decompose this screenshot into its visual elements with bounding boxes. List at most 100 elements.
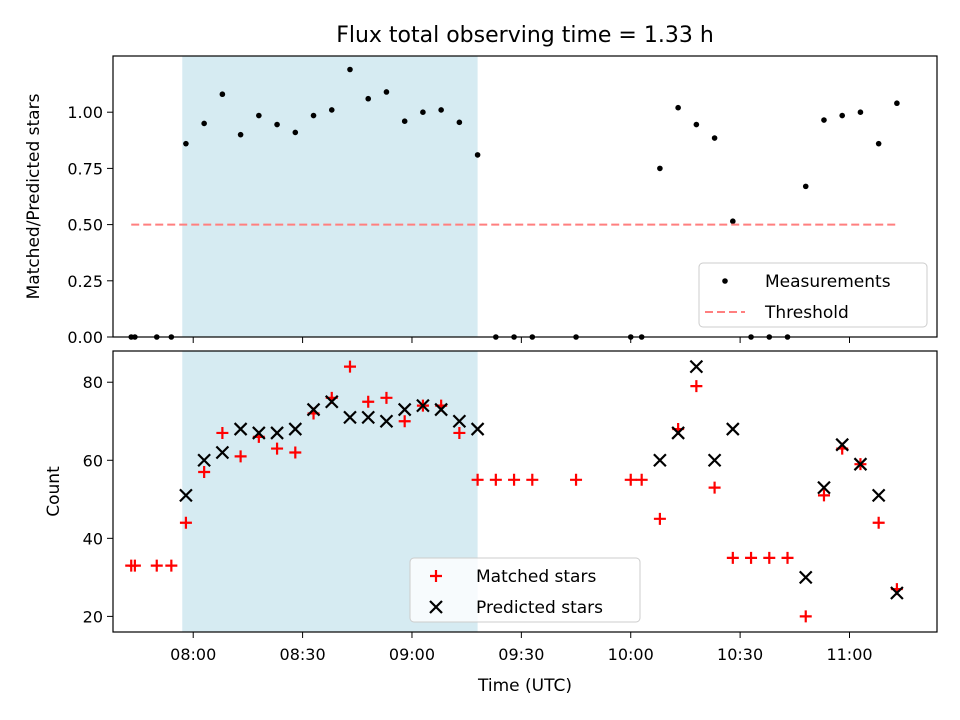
matched-point: [570, 473, 583, 486]
matched-point: [508, 473, 521, 486]
legend-label: Measurements: [765, 272, 891, 292]
predicted-point: [252, 426, 266, 440]
predicted-point: [671, 426, 685, 440]
predicted-point: [343, 410, 357, 425]
measurement-point: [730, 218, 736, 225]
y-tick-label: 80: [83, 373, 103, 392]
matched-point: [453, 426, 466, 439]
matched-point: [635, 473, 648, 486]
matched-point: [150, 559, 163, 572]
measurement-point: [675, 104, 681, 111]
matched-point: [380, 391, 393, 404]
measurement-point: [237, 131, 244, 138]
predicted-point: [416, 398, 430, 413]
predicted-point: [653, 453, 667, 468]
matched-point: [799, 610, 812, 623]
matched-point: [726, 551, 739, 564]
measurement-point: [328, 107, 335, 113]
series-measurements: [128, 66, 900, 340]
legend-marker: [722, 278, 728, 284]
measurement-point: [347, 66, 353, 73]
matched-point: [763, 551, 776, 564]
predicted-point: [434, 402, 448, 417]
axes-frame: [112, 350, 938, 633]
matched-point: [289, 446, 302, 459]
x-axis-label: Time (UTC): [477, 676, 572, 696]
matched-point: [745, 551, 758, 564]
predicted-point: [288, 422, 303, 436]
legend-label: Predicted stars: [476, 598, 603, 618]
measurement-point: [292, 129, 299, 136]
predicted-point: [197, 453, 211, 468]
predicted-point: [798, 570, 813, 585]
measurement-point: [802, 183, 809, 190]
predicted-point: [871, 488, 886, 503]
legend-box: [409, 557, 641, 623]
matched-point: [234, 450, 247, 463]
y-tick-label: 1.00: [67, 103, 103, 122]
legend: Matched stars Predicted stars: [409, 557, 641, 623]
y-axis-label: Count: [44, 466, 64, 517]
y-tick-label: 0.50: [67, 216, 103, 235]
matched-point: [343, 360, 356, 373]
shaded-observing-span: [182, 56, 478, 337]
x-tick-label: 08:30: [280, 645, 326, 664]
measurement-point: [274, 121, 280, 128]
measurement-point: [857, 109, 864, 115]
x-tick-label: 09:30: [498, 645, 544, 664]
matched-point: [179, 516, 192, 529]
predicted-point: [361, 410, 375, 425]
measurement-point: [693, 121, 700, 128]
matched-point: [398, 415, 411, 428]
y-axis-label: Matched/Predicted stars: [24, 93, 44, 299]
predicted-point: [726, 422, 740, 436]
matched-point: [271, 442, 284, 455]
x-tick-label: 09:00: [389, 645, 435, 664]
y-tick-label: 0.00: [67, 328, 103, 347]
matched-point: [526, 473, 539, 486]
measurement-point: [383, 89, 390, 95]
matched-point: [471, 473, 484, 486]
y-tick-label: 0.25: [67, 272, 103, 291]
predicted-point: [452, 414, 467, 429]
predicted-point: [835, 437, 849, 452]
matched-point: [216, 426, 229, 439]
count-panel: 08:00 08:30 09:00 09:30 10:00 10:30 11:00 20 40 6…: [44, 350, 938, 696]
measurement-point: [839, 112, 846, 119]
legend-marker: [429, 600, 443, 614]
predicted-point: [179, 488, 193, 503]
matched-point: [708, 481, 721, 494]
measurement-point: [310, 112, 317, 119]
measurement-point: [438, 107, 444, 113]
figure-title: Flux total observing time = 1.33 h: [336, 23, 714, 48]
matched-point: [690, 380, 703, 393]
matched-point: [165, 559, 178, 572]
matched-point: [781, 551, 794, 564]
predicted-point: [379, 414, 394, 429]
legend-label: Threshold: [764, 303, 849, 323]
predicted-point: [324, 394, 339, 409]
measurement-point: [256, 112, 262, 119]
y-tick-label: 0.75: [67, 159, 103, 178]
measurement-point: [657, 165, 663, 172]
measurement-point: [894, 100, 900, 107]
legend: Measurements Threshold: [698, 262, 928, 328]
measurement-point: [821, 117, 827, 123]
x-tick-label: 10:30: [717, 645, 763, 664]
legend-label: Matched stars: [476, 567, 596, 587]
predicted-point: [853, 457, 868, 471]
measurement-point: [456, 119, 463, 126]
predicted-point: [397, 402, 412, 417]
x-tick-label: 11:00: [826, 645, 872, 664]
measurement-point: [183, 140, 189, 147]
series-predicted-stars: [179, 359, 904, 600]
matched-point: [198, 465, 211, 478]
measurement-point: [219, 91, 226, 98]
measurement-point: [365, 95, 372, 102]
x-tick-label: 08:00: [170, 645, 216, 664]
matched-point: [489, 473, 502, 486]
predicted-point: [470, 422, 485, 436]
predicted-point: [817, 480, 831, 495]
x-tick-label: 10:00: [608, 645, 654, 664]
